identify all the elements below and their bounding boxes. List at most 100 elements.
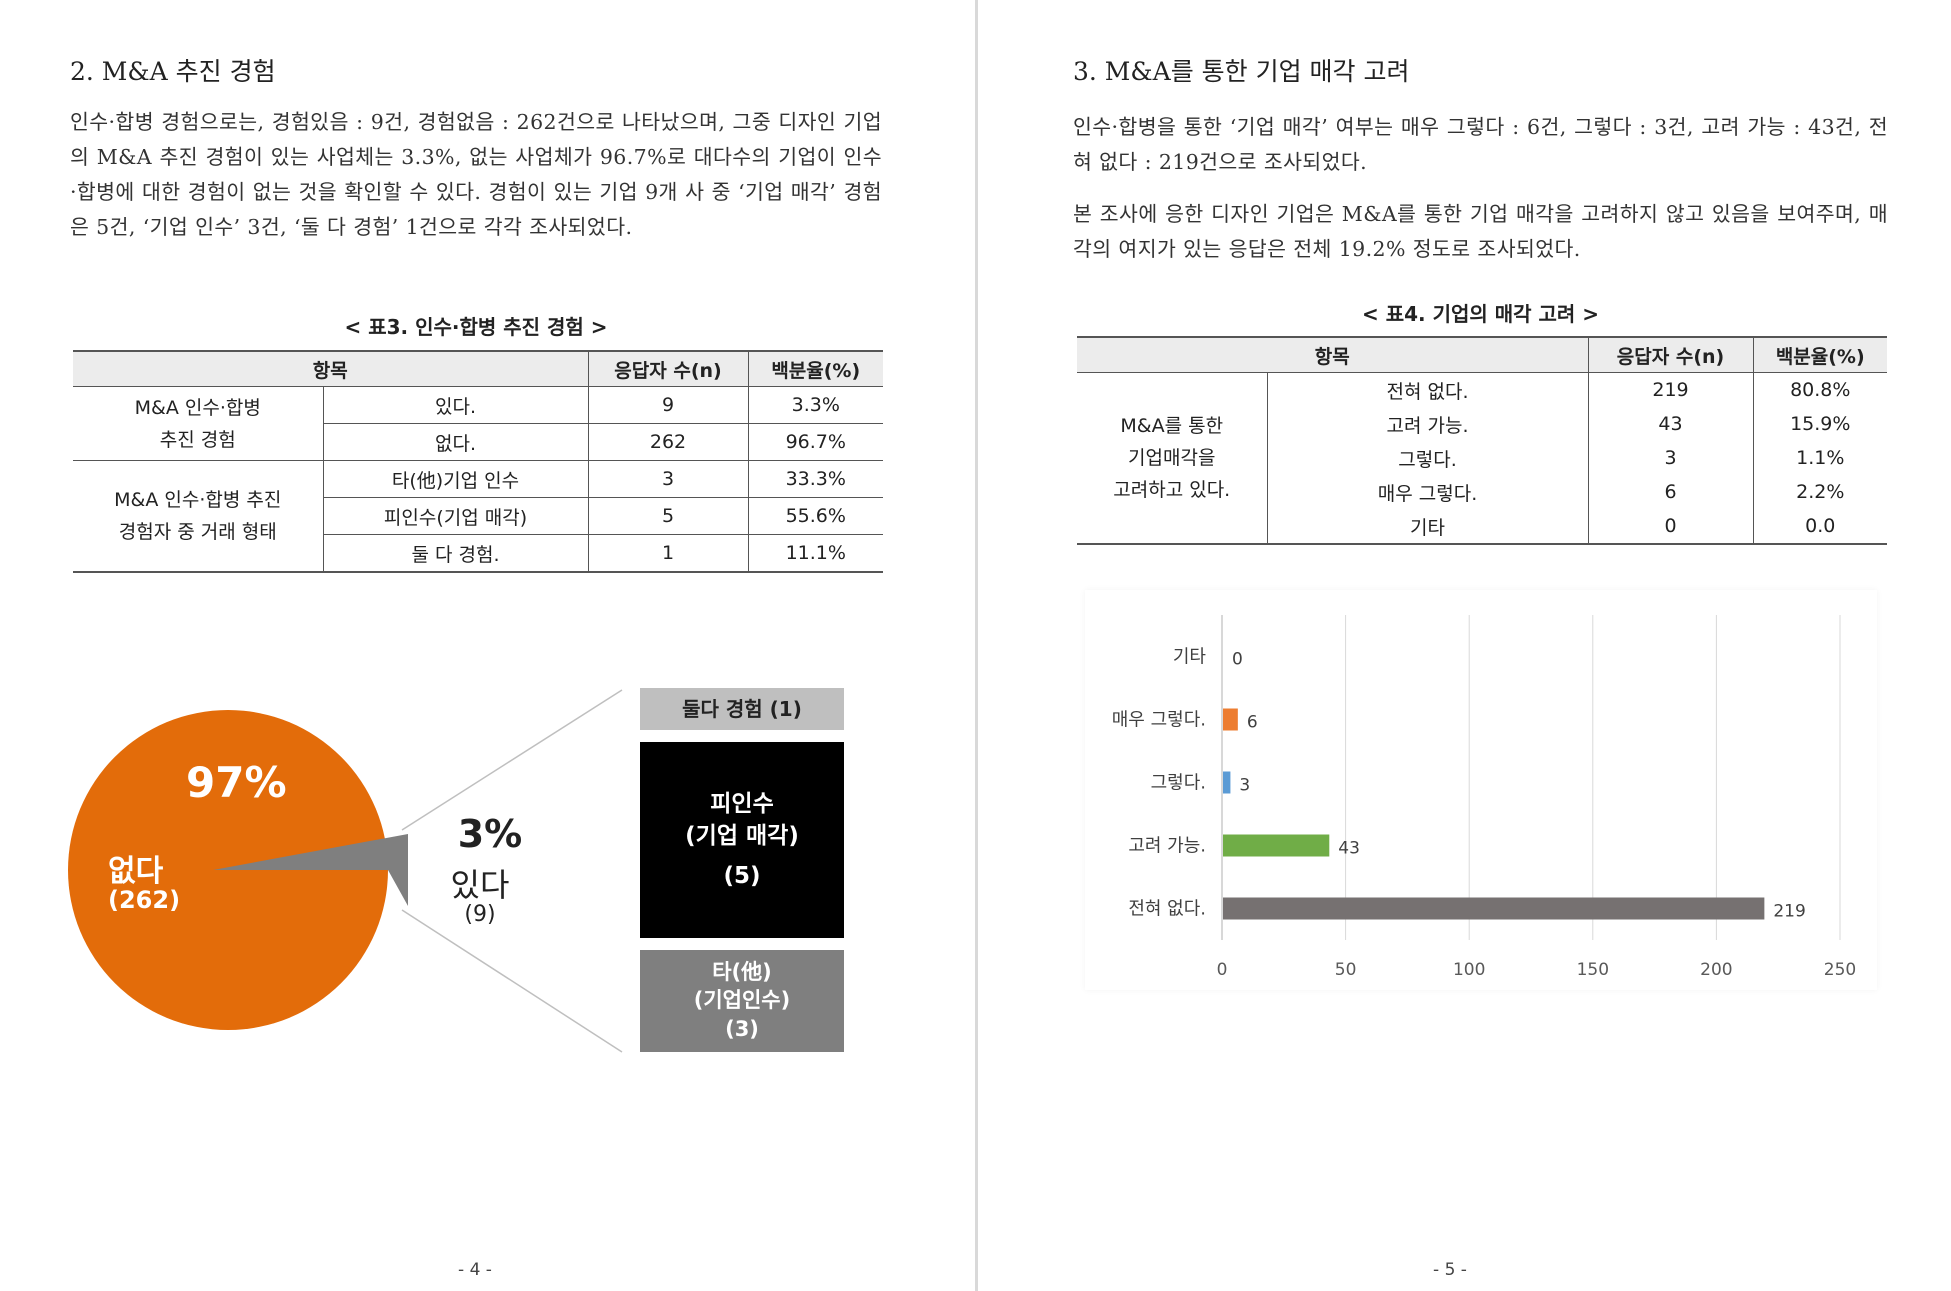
cell-count: 6 (1587, 475, 1753, 509)
category-label: 기타 (1173, 647, 1207, 668)
cell-item: 고려 가능. (1266, 407, 1588, 441)
table-row: 기타 0 0.0 (1077, 509, 1887, 545)
page-number: - 5 - (1433, 1260, 1467, 1280)
box-line: 둘다 경험 (1) (682, 697, 802, 721)
cell-count: 5 (587, 497, 748, 535)
table-row: M&A 인수·합병 추진 경험 있다. 9 3.3% (73, 386, 883, 461)
header-item: 항목 (1077, 336, 1588, 373)
x-tick-label: 50 (1335, 960, 1357, 980)
table-row: 고려 가능. 43 15.9% (1077, 407, 1887, 441)
x-tick-label: 0 (1217, 960, 1228, 980)
cell-item: 없다. (322, 423, 588, 461)
header-percent: 백분율(%) (747, 350, 883, 387)
cell-item: 전혀 없다. (1266, 372, 1588, 407)
data-label: 3 (1239, 776, 1250, 796)
connector-line-top (401, 689, 623, 831)
box-line: (기업 매각) (685, 823, 799, 849)
box-line: (기업인수) (693, 988, 791, 1012)
category-label: 전혀 없다. (1128, 899, 1206, 920)
cell-item: 있다. (322, 386, 588, 424)
x-tick-label: 100 (1453, 960, 1485, 980)
data-label: 43 (1338, 839, 1360, 859)
table-row: M&A를 통한 기업매각을 고려하고 있다. 전혀 없다. 219 80.8% (1077, 372, 1887, 545)
page-4: 2. M&A 추진 경험 인수·합병 경험으로는, 경험있음 : 9건, 경험없… (0, 0, 975, 1291)
table-title: < 표4. 기업의 매각 고려 > (1361, 302, 1600, 326)
data-label: 0 (1232, 650, 1243, 670)
pie-big-label: 없다 (108, 854, 164, 889)
pie-small-percent: 3% (457, 812, 523, 856)
group-label-line: M&A를 통한 (1120, 415, 1224, 437)
cell-count: 1 (587, 534, 748, 573)
cell-percent: 80.8% (1752, 372, 1887, 407)
body-paragraph: 인수·합병 경험으로는, 경험있음 : 9건, 경험없음 : 262건으로 나타… (70, 105, 882, 245)
group-label-line: 경험자 중 거래 형태 (118, 521, 277, 543)
pie-big-percent: 97% (186, 758, 287, 807)
pie-small-label: 있다 (450, 866, 510, 904)
page-number: - 4 - (458, 1260, 492, 1280)
table-header-row: 항목 응답자 수(n) 백분율(%) (1077, 336, 1887, 373)
cell-percent: 55.6% (747, 497, 883, 535)
header-percent: 백분율(%) (1752, 336, 1887, 373)
paragraph-text: 인수·합병을 통한 ‘기업 매각’ 여부는 매우 그렇다 : 6건, 그렇다 :… (1073, 115, 1888, 174)
cell-percent: 1.1% (1752, 441, 1887, 475)
page-divider (975, 0, 978, 1291)
bar (1223, 897, 1765, 920)
cell-item: 둘 다 경험. (322, 534, 588, 573)
bar (1223, 708, 1238, 731)
box-line: 피인수 (710, 791, 774, 817)
sale-consideration-table: 항목 응답자 수(n) 백분율(%) M&A를 통한 기업매각을 고려하고 있다… (1077, 336, 1887, 545)
cell-percent: 0.0 (1752, 509, 1887, 545)
body-paragraph-1: 인수·합병을 통한 ‘기업 매각’ 여부는 매우 그렇다 : 6건, 그렇다 :… (1073, 110, 1888, 180)
pie-big-count: (262) (108, 886, 181, 914)
cell-count: 3 (1587, 441, 1753, 475)
both-experience-box: 둘다 경험 (1) (640, 688, 844, 730)
cell-count: 262 (587, 423, 748, 461)
cell-count: 9 (587, 386, 748, 424)
cell-percent: 33.3% (747, 460, 883, 498)
experience-pie-chart (68, 689, 623, 1053)
section-title: 2. M&A 추진 경험 (70, 57, 276, 86)
paragraph-text: 본 조사에 응한 디자인 기업은 M&A를 통한 기업 매각을 고려하지 않고 … (1073, 202, 1888, 261)
table-row: 그렇다. 3 1.1% (1077, 441, 1887, 475)
group-label-line: M&A 인수·합병 (134, 396, 261, 419)
box-line: 타(他) (712, 960, 772, 984)
cell-count: 43 (1587, 407, 1753, 441)
cell-item: 기타 (1266, 509, 1588, 545)
bar-chart-svg: 0 50 100 150 200 250 기타 0 매우 그렇다. 6 그렇다. 3 고려 가능. 43 전… (1112, 615, 1856, 980)
cell-count: 3 (587, 460, 748, 498)
cell-item: 매우 그렇다. (1266, 475, 1588, 509)
sale-consideration-bar-chart: 0 50 100 150 200 250 기타 0 매우 그렇다. 6 그렇다. 3 고려 가능. 43 전… (1085, 590, 1877, 990)
connector-line-bottom (401, 909, 623, 1053)
category-label: 매우 그렇다. (1112, 710, 1206, 731)
cell-item: 타(他)기업 인수 (322, 460, 588, 498)
group-label-line: 추진 경험 (159, 428, 236, 451)
cell-percent: 11.1% (747, 534, 883, 573)
table-row: M&A 인수·합병 추진 경험자 중 거래 형태 타(他)기업 인수 3 33.… (73, 460, 883, 573)
group-label-line: 고려하고 있다. (1113, 479, 1231, 501)
data-label: 219 (1773, 902, 1805, 922)
group-label: M&A를 통한 기업매각을 고려하고 있다. (1077, 372, 1267, 545)
experience-table: 항목 응답자 수(n) 백분율(%) M&A 인수·합병 추진 경험 있다. 9… (73, 350, 883, 573)
table-row: 매우 그렇다. 6 2.2% (1077, 475, 1887, 509)
group-label-line: M&A 인수·합병 추진 (114, 489, 282, 511)
header-count: 응답자 수(n) (587, 350, 748, 387)
category-label: 고려 가능. (1128, 836, 1206, 857)
other-acquisition-box: 타(他) (기업인수) (3) (640, 950, 844, 1052)
group-label: M&A 인수·합병 추진 경험 (73, 386, 323, 461)
table-row: 없다. 262 96.7% (73, 423, 883, 461)
bar (1223, 771, 1231, 794)
body-paragraph-2: 본 조사에 응한 디자인 기업은 M&A를 통한 기업 매각을 고려하지 않고 … (1073, 197, 1888, 267)
data-label: 6 (1247, 713, 1258, 733)
cell-percent: 2.2% (1752, 475, 1887, 509)
pie-slice-yes (213, 834, 408, 906)
cell-count: 219 (1587, 372, 1753, 407)
cell-item: 그렇다. (1266, 441, 1588, 475)
table-title: < 표3. 인수·합병 추진 경험 > (344, 315, 608, 339)
cell-item: 피인수(기업 매각) (322, 497, 588, 535)
section-title: 3. M&A를 통한 기업 매각 고려 (1073, 57, 1410, 86)
pie-small-count: (9) (464, 902, 496, 927)
header-count: 응답자 수(n) (1587, 336, 1753, 373)
box-line: (5) (723, 863, 761, 889)
group-label-line: 기업매각을 (1128, 447, 1216, 469)
x-tick-label: 150 (1577, 960, 1609, 980)
